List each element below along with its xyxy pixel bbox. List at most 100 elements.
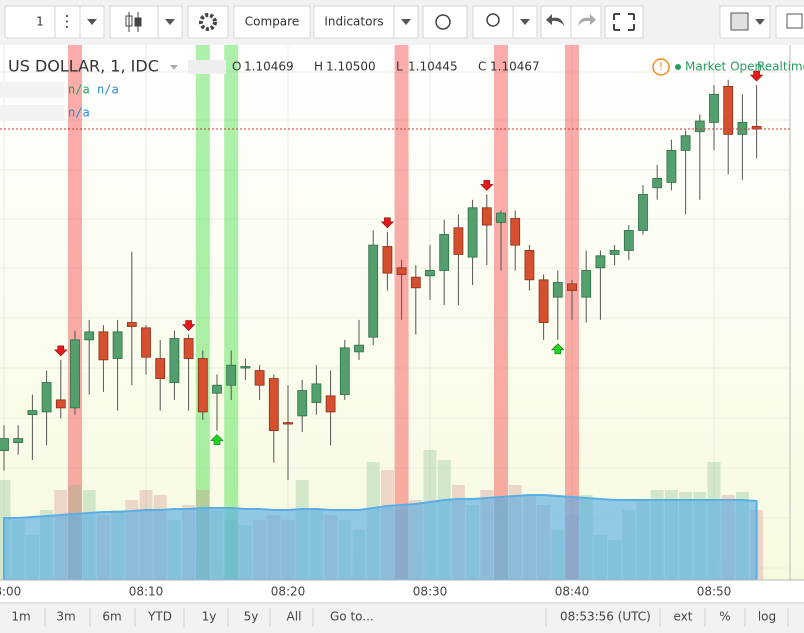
candle-body <box>27 410 38 415</box>
candle-body <box>126 322 137 327</box>
range-button[interactable]: 1y <box>202 610 217 624</box>
candle-body <box>552 282 563 298</box>
candle-body <box>55 399 66 409</box>
indicator-row-2: n/a <box>0 105 90 121</box>
caret <box>87 19 97 25</box>
alert-button[interactable] <box>422 5 468 39</box>
range-button[interactable]: YTD <box>147 610 172 624</box>
fullscreen-button[interactable] <box>604 5 644 39</box>
sell-arrow <box>54 345 68 357</box>
range-button[interactable]: 1m <box>11 610 30 624</box>
candle-body <box>382 246 393 274</box>
ohlc-value: 1.10469 <box>244 60 294 74</box>
interval-button[interactable] <box>4 5 56 39</box>
candle-body <box>410 276 421 289</box>
ohlc-legend: O 1.10469 H 1.10500 L 1.10445 C 1.10467 <box>188 60 540 74</box>
candle-body <box>723 85 734 135</box>
sell-arrow <box>749 70 764 82</box>
candle-body <box>268 378 279 431</box>
candle-body <box>581 270 592 298</box>
candle-body <box>709 93 719 123</box>
ohlc-value: 1.10467 <box>490 60 540 74</box>
symbol-title: US DOLLAR, 1, IDC <box>8 57 159 76</box>
candle-body <box>510 218 521 246</box>
candle-body <box>638 194 648 231</box>
ohlc-value: 1.10445 <box>408 60 458 74</box>
time-axis-labels: 08:00 08:10 08:20 08:30 08:40 08:50 <box>0 585 731 599</box>
candle-body <box>652 178 663 189</box>
bulb-icon <box>486 13 500 27</box>
ohlc-key: L <box>396 60 403 74</box>
sell-arrow <box>181 320 196 331</box>
indicator-controls[interactable] <box>0 82 64 98</box>
bottom-controls: 1m 3m 6m YTD 1y 5y All Go to... 08:53:56 (UTC) ex… <box>11 608 789 627</box>
candle-body <box>283 422 293 425</box>
compare-text: Compare <box>245 15 299 29</box>
candle-body <box>439 234 450 271</box>
ohlc-key: O <box>232 60 241 74</box>
square-icon <box>730 12 749 31</box>
buy-band <box>224 45 239 580</box>
status-dot <box>675 64 681 70</box>
candle-body <box>595 255 606 269</box>
buy-band <box>195 45 210 580</box>
ideas-button[interactable] <box>472 5 514 39</box>
candle-body <box>623 230 634 251</box>
range-button[interactable]: 6m <box>102 610 121 624</box>
caret <box>755 19 765 25</box>
candle-body <box>609 250 620 255</box>
interval-text: 1 <box>36 15 44 29</box>
undo-button[interactable] <box>540 5 572 39</box>
toolbar-buttons: 1 ⋮ Compare Indicators <box>4 5 804 39</box>
candle-body <box>297 390 308 417</box>
candle-body <box>368 244 379 338</box>
legend-icons[interactable] <box>188 60 226 74</box>
warning-icon <box>652 58 670 76</box>
candle-body <box>84 331 95 341</box>
x-tick-label: 08:00 <box>0 585 21 599</box>
caret <box>520 19 530 25</box>
candle-body <box>567 283 577 291</box>
candle-body <box>325 395 336 413</box>
compare-button[interactable] <box>233 5 311 39</box>
caret <box>401 19 411 25</box>
candle-body <box>666 149 677 183</box>
candle-body <box>112 331 123 359</box>
candle-body <box>538 279 549 323</box>
dots-icon: ⋮ <box>59 12 75 31</box>
indicator-value: n/a <box>68 83 90 97</box>
candle-body <box>240 366 251 369</box>
scale-option[interactable]: ext <box>674 610 693 624</box>
candle-body <box>197 358 208 413</box>
indicator-controls[interactable] <box>0 105 64 121</box>
candle-body <box>311 383 322 403</box>
range-button[interactable]: 5y <box>244 610 259 624</box>
scale-option[interactable]: % <box>719 610 730 624</box>
scale-option[interactable]: log <box>758 610 776 624</box>
indicator-value: n/a <box>97 83 119 97</box>
volume-ma-area <box>3 494 758 580</box>
redo-button[interactable] <box>570 5 602 39</box>
caret <box>170 65 178 70</box>
candle-body <box>212 384 222 394</box>
layout-button[interactable] <box>775 5 804 39</box>
candle-body <box>169 338 180 383</box>
indicator-row-1: n/a n/a <box>0 82 119 98</box>
candle-icon <box>125 12 142 32</box>
range-button[interactable]: 3m <box>56 610 75 624</box>
plot-area <box>0 45 790 580</box>
candle-body <box>98 331 109 361</box>
settings-button[interactable] <box>187 5 229 39</box>
buy-arrow <box>551 343 565 355</box>
warning-mark: ! <box>659 60 663 73</box>
indicators-text: Indicators <box>324 15 383 29</box>
range-button[interactable]: All <box>287 610 302 624</box>
alert-icon <box>435 14 451 30</box>
candle-body <box>524 250 535 281</box>
candle-body <box>141 327 151 358</box>
goto-button[interactable]: Go to... <box>330 610 374 624</box>
x-tick-label: 08:40 <box>555 585 590 599</box>
chart-style-button[interactable] <box>109 5 159 39</box>
candle-body <box>254 370 265 386</box>
